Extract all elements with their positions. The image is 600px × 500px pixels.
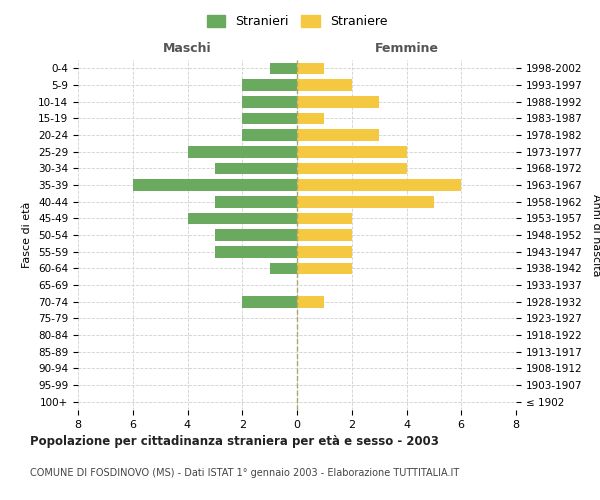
Bar bbox=[297, 262, 352, 274]
Bar bbox=[242, 112, 297, 124]
Bar bbox=[297, 296, 325, 308]
Bar bbox=[242, 96, 297, 108]
Y-axis label: Anni di nascita: Anni di nascita bbox=[591, 194, 600, 276]
Text: Maschi: Maschi bbox=[163, 42, 212, 55]
Bar bbox=[242, 129, 297, 141]
Bar bbox=[242, 79, 297, 91]
Bar bbox=[133, 179, 297, 191]
Bar bbox=[188, 146, 297, 158]
Legend: Stranieri, Straniere: Stranieri, Straniere bbox=[202, 10, 392, 34]
Bar bbox=[297, 212, 352, 224]
Bar bbox=[297, 112, 325, 124]
Bar bbox=[297, 62, 325, 74]
Bar bbox=[215, 196, 297, 207]
Bar bbox=[297, 162, 407, 174]
Bar bbox=[297, 129, 379, 141]
Bar bbox=[297, 146, 407, 158]
Bar bbox=[297, 196, 434, 207]
Bar bbox=[269, 62, 297, 74]
Bar bbox=[297, 246, 352, 258]
Bar bbox=[242, 296, 297, 308]
Bar bbox=[188, 212, 297, 224]
Bar bbox=[215, 162, 297, 174]
Text: Femmine: Femmine bbox=[374, 42, 439, 55]
Bar bbox=[269, 262, 297, 274]
Bar bbox=[297, 229, 352, 241]
Text: Popolazione per cittadinanza straniera per età e sesso - 2003: Popolazione per cittadinanza straniera p… bbox=[30, 435, 439, 448]
Y-axis label: Fasce di età: Fasce di età bbox=[22, 202, 32, 268]
Text: COMUNE DI FOSDINOVO (MS) - Dati ISTAT 1° gennaio 2003 - Elaborazione TUTTITALIA.: COMUNE DI FOSDINOVO (MS) - Dati ISTAT 1°… bbox=[30, 468, 459, 477]
Bar bbox=[215, 246, 297, 258]
Bar bbox=[297, 79, 352, 91]
Bar bbox=[297, 96, 379, 108]
Bar bbox=[297, 179, 461, 191]
Bar bbox=[215, 229, 297, 241]
